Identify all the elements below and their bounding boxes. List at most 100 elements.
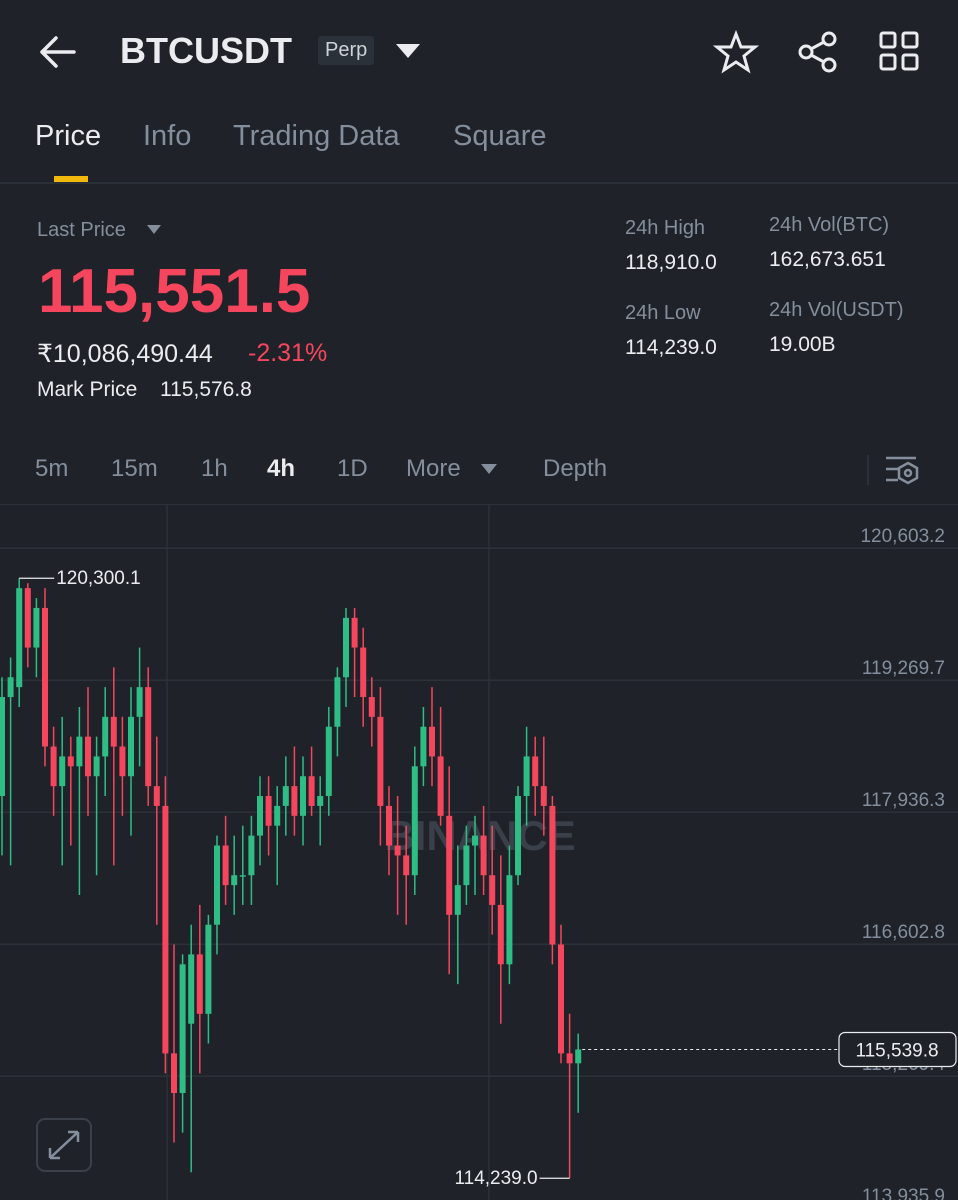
candle-body [42,607,48,747]
candle-body [7,677,14,698]
candle-body [549,805,556,945]
high-label: 120,300.1 [56,568,141,589]
candle-body [515,796,521,876]
mark-price-label: Mark Price [37,378,138,401]
candle-body [489,875,496,905]
candle-body [351,617,358,648]
stat-label: 24h High [625,217,706,239]
candle-body [368,697,375,717]
interval[interactable]: Depth [543,455,608,482]
interval[interactable]: 1D [337,455,368,482]
candle-body [282,786,289,806]
last-price-arrow[interactable] [147,225,161,234]
favorite-icon[interactable] [712,29,760,74]
candle-body [171,1053,177,1094]
settings-icon[interactable] [886,456,919,485]
candle-body [93,756,100,777]
candle-body [343,617,349,678]
candle-body [16,588,23,688]
candle-body [274,805,281,826]
candle-body [411,766,418,876]
candle-body [334,677,341,727]
share-icon[interactable] [798,31,837,73]
candle-body [33,607,40,648]
stat-label: 24h Low [625,302,701,324]
candle-body [360,647,367,698]
stat-value: 19.00B [769,333,836,356]
y-tick-label: 116,602.8 [862,922,945,943]
tab[interactable]: Info [143,120,192,152]
interval[interactable]: More [406,455,461,482]
candle-body [420,726,427,767]
candle-body [76,736,83,767]
interval[interactable]: 15m [111,455,158,482]
candle-body [0,697,5,797]
candle-body [231,875,238,886]
fiat-price: ₹10,086,490.44 [37,340,213,368]
tab[interactable]: Trading Data [233,120,400,152]
interval[interactable]: 1h [201,455,228,482]
interval[interactable]: 5m [35,455,69,482]
candle-body [214,845,220,925]
candle-body [532,756,539,787]
candle-body [325,726,332,797]
candle-body [196,954,203,1014]
candle-body [429,726,435,757]
more-arrow[interactable] [481,464,497,474]
contract-badge: Perp [318,36,375,65]
last-price-label: 115,539.8 [855,1040,938,1061]
candle-body [497,904,504,965]
candle-body [85,736,91,777]
candle-body [394,845,401,856]
candle-body [67,756,74,767]
candle-body [257,796,263,836]
tab-indicator [54,176,88,182]
low-label: 114,239.0 [454,1168,537,1189]
stat-value: 118,910.0 [625,251,717,274]
candle-body [188,954,195,1024]
dropdown-arrow[interactable] [396,44,420,58]
candle-body [222,845,229,886]
last-price: 115,551.5 [38,257,311,326]
candle-body [265,796,272,826]
last-price-label: Last Price [37,219,126,241]
candle-body [377,716,384,806]
candle-body [480,835,487,876]
candle-body [153,786,160,806]
back-button[interactable] [40,36,76,68]
price-change: -2.31% [248,339,328,367]
candle-body [403,855,410,876]
grid-menu-icon[interactable] [879,31,919,71]
candle-body [59,756,66,787]
last-price-box [838,1031,957,1068]
candle-body [136,687,143,717]
chrome-icons [0,29,958,505]
candle-body [437,756,444,816]
candle-body [472,835,478,846]
y-tick-label: 113,935.9 [862,1186,945,1200]
stat-label: 24h Vol(BTC) [769,214,890,236]
candle-body [540,786,547,806]
y-tick-label: 119,269.7 [862,658,945,679]
expand-button[interactable] [36,1118,92,1172]
candle-body [145,687,152,787]
candle-body [463,845,470,886]
candle-body [162,805,169,1054]
candle-body [110,716,117,747]
tab[interactable]: Price [35,120,102,152]
candle-body [446,815,453,915]
candle-body [386,805,392,846]
interval[interactable]: 4h [267,455,296,482]
candle-body [454,885,461,915]
candle-body [558,944,564,1054]
stat-value: 162,673.651 [769,248,886,271]
candle-body [239,875,246,877]
candle-body [291,786,298,816]
stat-value: 114,239.0 [625,336,717,359]
candle-body [24,588,31,648]
candle-body [566,1053,573,1064]
tab[interactable]: Square [453,120,547,152]
y-tick-label: 120,603.2 [860,526,945,547]
candlestick-chart: BINANCE 120,603.2119,269.7117,936.3116,6… [0,505,958,1200]
